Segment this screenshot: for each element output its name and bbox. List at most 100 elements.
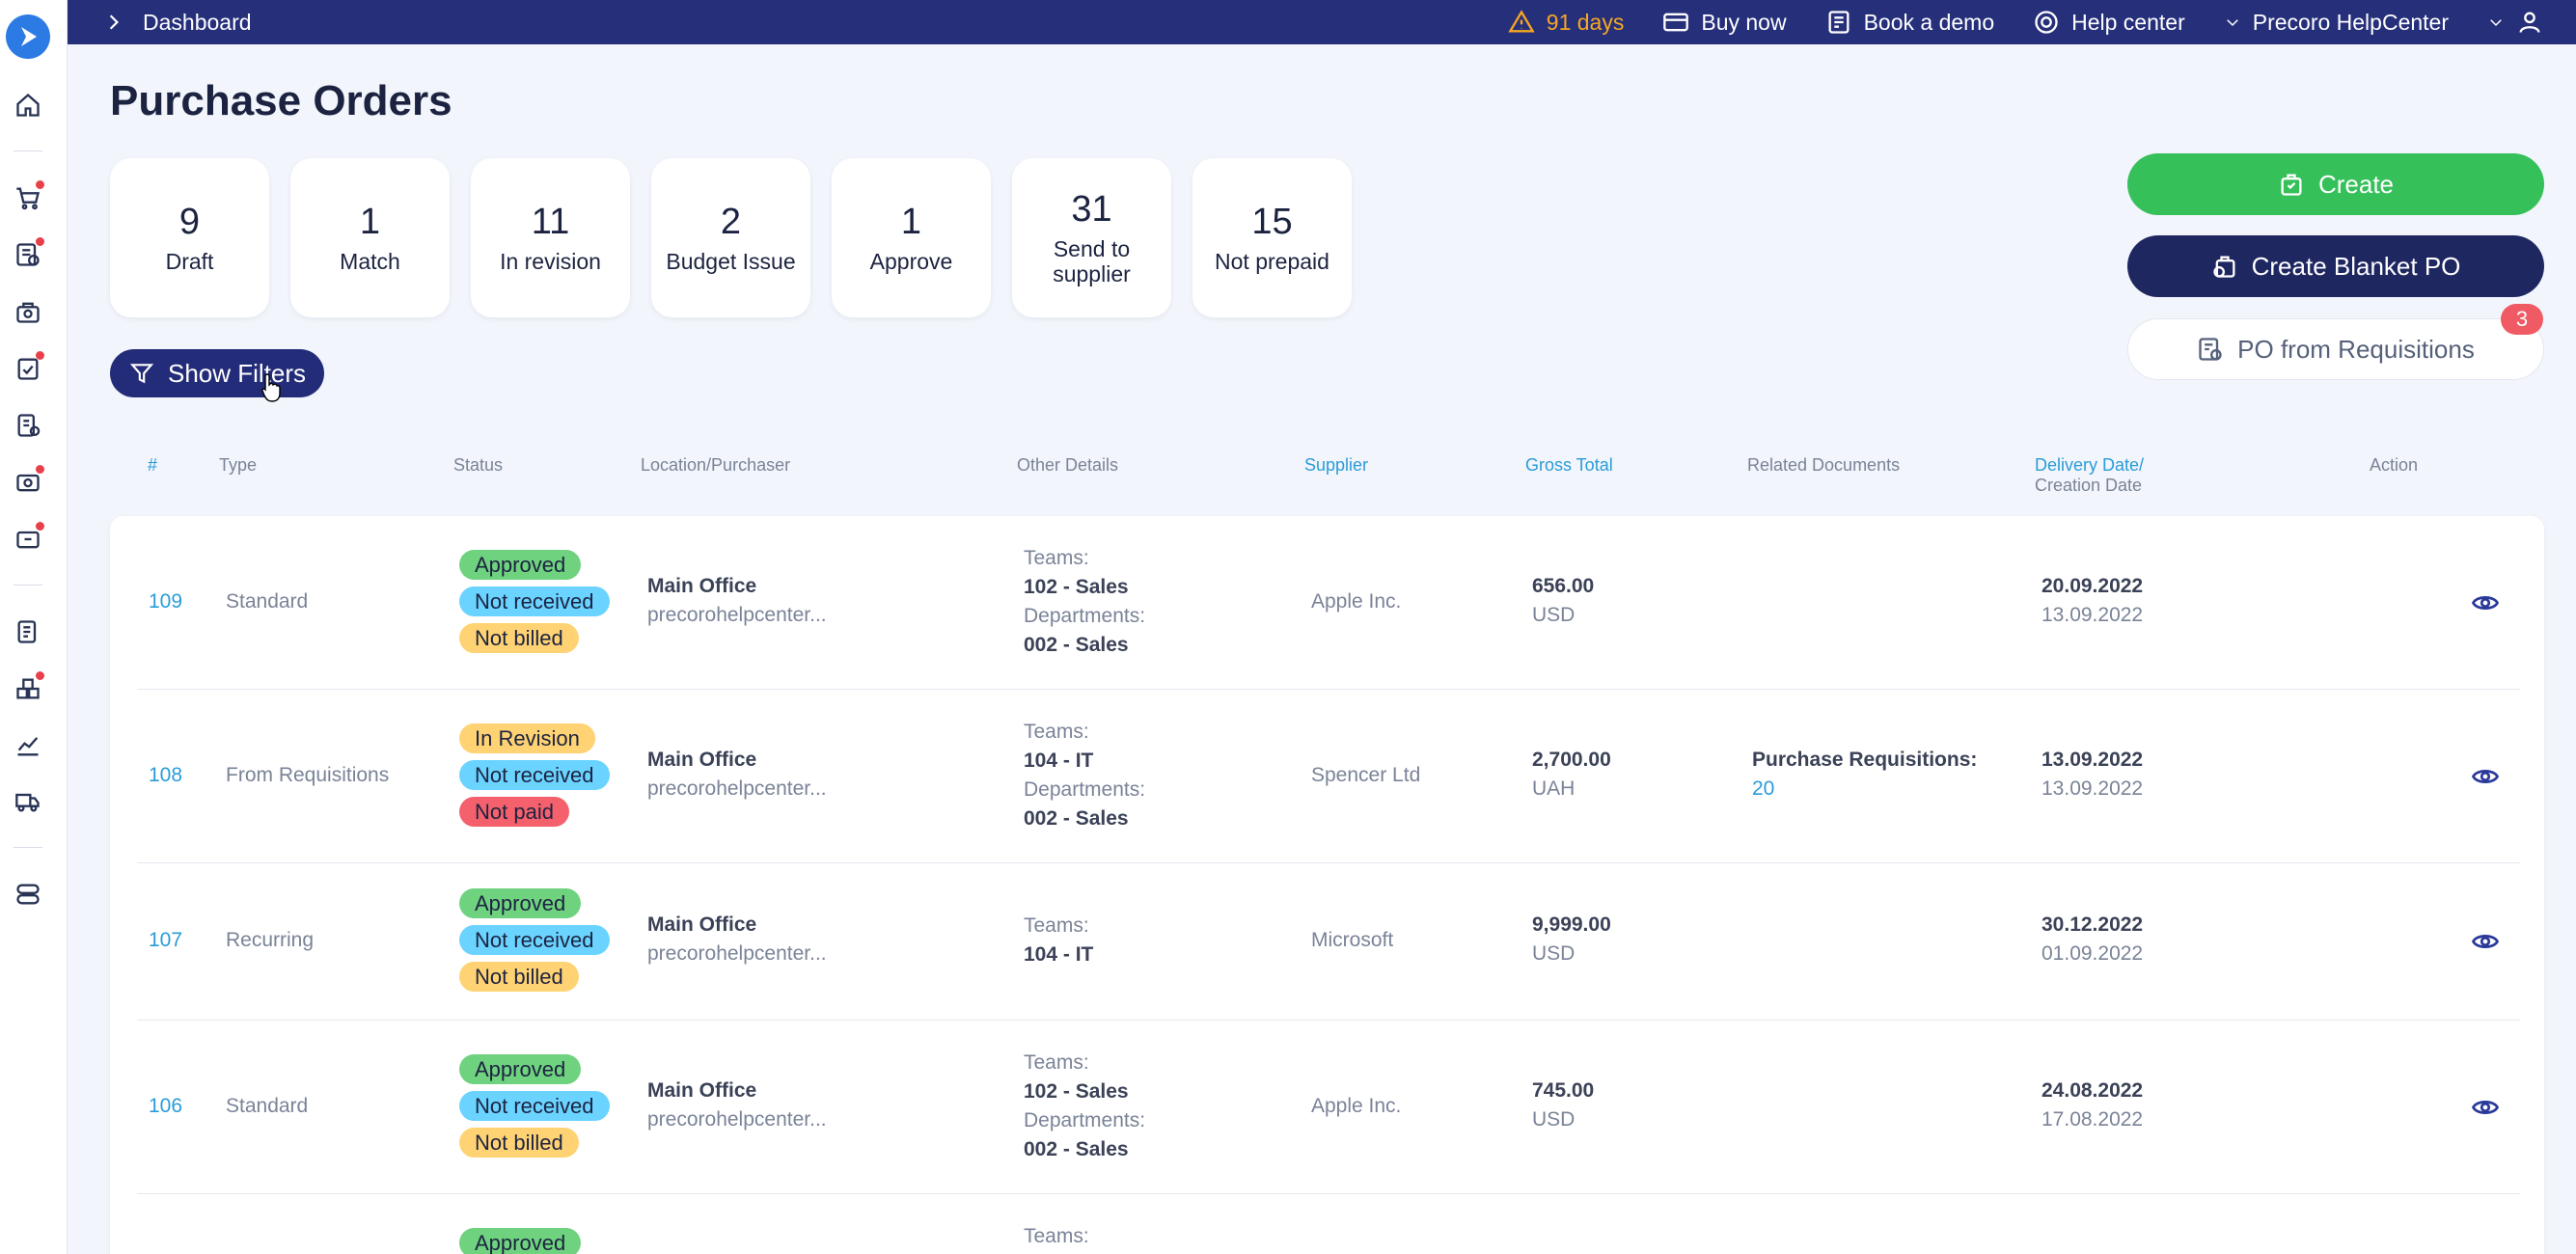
other-details: Teams: 102 - Sales Departments: 002 - Sa… [1024, 544, 1145, 660]
view-eye-icon[interactable] [2471, 588, 2500, 617]
status-badge: In Revision [459, 723, 595, 753]
teams-label: Teams: [1024, 1225, 1089, 1247]
budgets-icon[interactable] [14, 617, 42, 646]
company-selector[interactable]: Precoro HelpCenter [2224, 10, 2449, 36]
currency: USD [1532, 604, 1576, 626]
notification-dot [36, 180, 44, 189]
header-delivery-date[interactable]: Delivery Date/ [2035, 455, 2145, 475]
purchase-orders-icon[interactable] [14, 297, 42, 326]
currency: UAH [1532, 777, 1576, 800]
help-center-link[interactable]: Help center [2033, 9, 2185, 36]
po-number-link[interactable]: 106 [149, 1095, 183, 1117]
delivery-date: 20.09.2022 [2042, 575, 2144, 597]
stat-label: Match [340, 248, 400, 274]
status-badge: Approved [459, 888, 582, 918]
purchaser: precorohelpcenter... [647, 604, 827, 626]
create-blanket-po-button[interactable]: Create Blanket PO [2127, 235, 2544, 297]
departments-value: 002 - Sales [1024, 1138, 1129, 1160]
stat-budget-issue[interactable]: 2 Budget Issue [651, 158, 810, 317]
delivery-date: 13.09.2022 [2042, 749, 2144, 771]
page-title: Purchase Orders [110, 77, 452, 124]
bag-icon [2281, 174, 2302, 196]
po-from-requisitions-button[interactable]: PO from Requisitions 3 [2127, 304, 2544, 380]
gross-total: 745.00 [1532, 1079, 1595, 1102]
breadcrumb-dashboard[interactable]: Dashboard [143, 9, 252, 35]
show-filters-label: Show Filters [168, 358, 307, 388]
po-number-link[interactable]: 107 [149, 929, 183, 951]
creation-date: 17.08.2022 [2042, 1108, 2144, 1131]
trial-days-link[interactable]: 91 days [1508, 9, 1625, 36]
stat-in-revision[interactable]: 11 In revision [471, 158, 630, 317]
po-number-link[interactable]: 108 [149, 764, 183, 786]
delivery-date: 24.08.2022 [2042, 1079, 2144, 1102]
supplier: Spencer Ltd [1311, 764, 1421, 786]
stat-label: Draft [165, 248, 214, 274]
table-row[interactable]: 107 Recurring Approved Not received Not … [137, 863, 2520, 1021]
create-button[interactable]: Create [2127, 153, 2544, 215]
purchaser: precorohelpcenter... [647, 942, 827, 965]
bag-clock-icon [2212, 256, 2235, 278]
book-demo-link[interactable]: Book a demo [1825, 9, 1995, 36]
header-supplier[interactable]: Supplier [1304, 455, 1369, 475]
view-eye-icon[interactable] [2471, 927, 2500, 956]
purchaser: precorohelpcenter... [647, 1108, 827, 1131]
header-other-details: Other Details [1017, 455, 1119, 475]
analytics-icon[interactable] [14, 731, 42, 760]
approvals-icon[interactable] [14, 351, 44, 383]
header-related-documents: Related Documents [1747, 455, 1901, 475]
stat-count: 1 [359, 201, 381, 242]
view-eye-icon[interactable] [2471, 762, 2500, 791]
buy-now-link[interactable]: Buy now [1662, 9, 1787, 36]
requisitions-icon[interactable] [14, 237, 44, 269]
payments-icon[interactable] [14, 465, 44, 497]
table-row[interactable]: Approved Teams: [137, 1194, 2520, 1254]
stat-send-to-supplier[interactable]: 31 Send to supplier [1012, 158, 1171, 317]
table-row[interactable]: 106 Standard Approved Not received Not b… [137, 1021, 2520, 1194]
invoices-icon[interactable] [14, 411, 42, 440]
stat-not-prepaid[interactable]: 15 Not prepaid [1192, 158, 1352, 317]
header-location: Location/Purchaser [641, 455, 791, 475]
other-details: Teams: [1024, 1222, 1089, 1251]
suppliers-truck-icon[interactable] [14, 787, 42, 816]
company-name: Precoro HelpCenter [2252, 9, 2449, 35]
expenses-icon[interactable] [14, 522, 44, 554]
warning-icon [1508, 10, 1535, 33]
home-icon[interactable] [14, 91, 42, 120]
header-gross-total[interactable]: Gross Total [1525, 455, 1613, 475]
precoro-logo[interactable] [6, 14, 50, 59]
cart-icon[interactable] [14, 180, 44, 212]
chevron-right-icon[interactable] [106, 14, 122, 31]
table-row[interactable]: 108 From Requisitions In Revision Not re… [137, 690, 2520, 863]
stat-draft[interactable]: 9 Draft [110, 158, 269, 317]
book-demo-label: Book a demo [1863, 9, 1995, 35]
create-label: Create [2317, 169, 2395, 199]
teams-value: 104 - IT [1024, 943, 1094, 966]
requisition-link[interactable]: 20 [1752, 777, 1775, 800]
stat-count: 15 [1251, 201, 1293, 242]
status-badges: Approved [459, 1228, 582, 1254]
header-number[interactable]: # [148, 455, 158, 475]
inventory-icon[interactable] [14, 671, 44, 703]
status-stats: 9 Draft 1 Match 11 In revision 2 Budget Issu… [110, 158, 1352, 317]
currency: USD [1532, 1108, 1576, 1131]
settings-toggle-icon[interactable] [14, 880, 42, 909]
view-eye-icon[interactable] [2471, 1093, 2500, 1122]
stat-count: 1 [900, 201, 922, 242]
location: Main Office [647, 1079, 757, 1102]
sidebar [0, 0, 68, 1254]
top-bar: Dashboard 91 days Buy now Book a demo He… [68, 0, 2576, 44]
credit-card-icon [1663, 13, 1689, 32]
show-filters-button[interactable]: Show Filters [110, 349, 324, 397]
stat-match[interactable]: 1 Match [290, 158, 450, 317]
stat-approve[interactable]: 1 Approve [832, 158, 991, 317]
status-badge: Not billed [459, 1128, 579, 1158]
stat-label: Send to supplier [1053, 235, 1131, 286]
po-number-link[interactable]: 109 [149, 590, 183, 613]
status-badge: Not received [459, 925, 610, 955]
trial-days-text: 91 days [1546, 9, 1625, 35]
table-row[interactable]: 109 Standard Approved Not received Not b… [137, 516, 2520, 690]
notification-dot [36, 237, 44, 246]
user-menu[interactable] [2487, 9, 2543, 36]
status-badges: Approved Not received Not billed [459, 888, 610, 992]
buy-now-label: Buy now [1701, 9, 1787, 35]
